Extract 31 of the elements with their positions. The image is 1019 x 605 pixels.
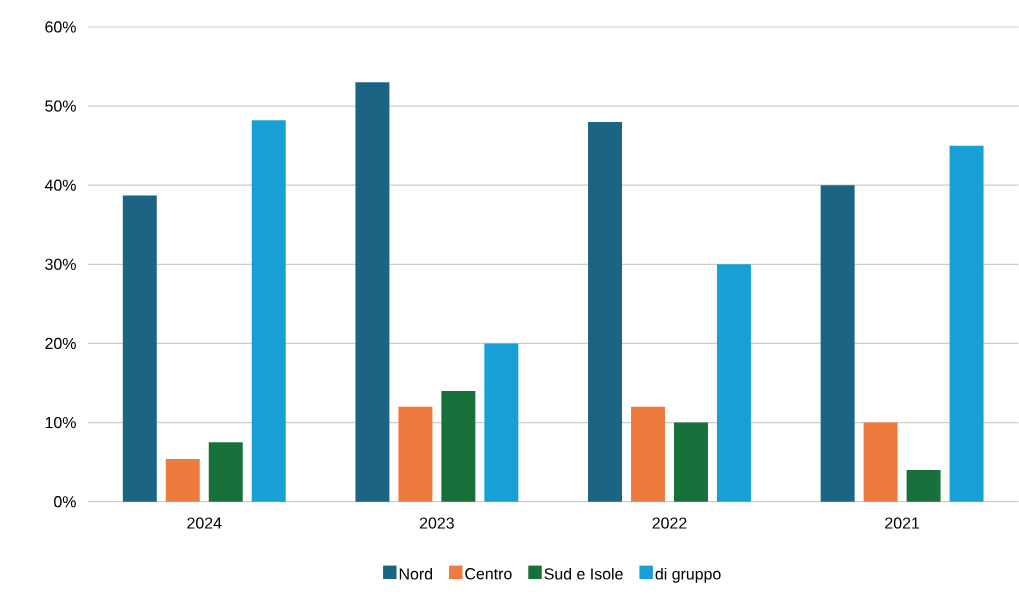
bar bbox=[208, 442, 243, 502]
legend-label: di gruppo bbox=[655, 568, 721, 583]
y-tick-label: 60% bbox=[45, 21, 76, 33]
bar bbox=[251, 120, 286, 502]
y-tick-label: 20% bbox=[45, 338, 76, 350]
bar bbox=[484, 343, 519, 502]
y-tick-label: 10% bbox=[45, 417, 76, 429]
legend-label: Sud e Isole bbox=[544, 568, 623, 580]
y-tick-label: 50% bbox=[45, 100, 76, 112]
bar bbox=[716, 264, 751, 502]
bar bbox=[441, 391, 476, 502]
x-tick-label: 2023 bbox=[419, 517, 454, 529]
legend-label: Nord bbox=[399, 568, 433, 580]
y-tick-label: 40% bbox=[44, 179, 76, 192]
bar bbox=[398, 406, 433, 502]
bar bbox=[949, 145, 984, 502]
bar bbox=[820, 185, 855, 502]
bar bbox=[906, 470, 941, 502]
legend-label: Centro bbox=[465, 568, 512, 580]
bar bbox=[631, 406, 665, 502]
bar bbox=[165, 459, 200, 502]
x-tick-label: 2022 bbox=[652, 517, 687, 529]
y-tick-label: 0% bbox=[54, 496, 76, 508]
bar bbox=[122, 195, 157, 502]
bar bbox=[863, 422, 898, 502]
y-tick-label: 30% bbox=[45, 258, 76, 271]
x-tick-label: 2024 bbox=[187, 517, 222, 529]
bar bbox=[588, 122, 623, 502]
bar bbox=[355, 82, 390, 502]
bar bbox=[673, 422, 708, 502]
x-tick-label: 2021 bbox=[885, 517, 920, 529]
